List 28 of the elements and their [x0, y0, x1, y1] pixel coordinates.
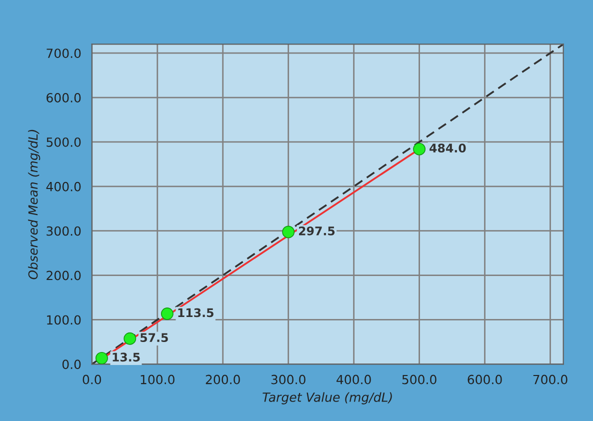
- x-tick-label: 300.0: [271, 374, 306, 384]
- y-tick-label: 100.0: [47, 315, 81, 325]
- x-tick-label: 0.0: [82, 374, 102, 384]
- point: [124, 332, 136, 345]
- data-label: 297.5: [299, 226, 335, 236]
- y-tick-label: 400.0: [46, 182, 81, 192]
- y-tick-label: 700.0: [46, 48, 81, 58]
- y-tick-label: 300.0: [46, 226, 81, 236]
- x-axis-title: Target Value (mg/dL): [262, 392, 392, 404]
- x-tick-label: 100.0: [140, 374, 174, 384]
- x-tick-label: 200.0: [206, 374, 240, 384]
- x-tick-label: 600.0: [468, 374, 502, 384]
- point: [160, 307, 174, 320]
- point: [282, 226, 295, 238]
- y-tick-label: 500.0: [46, 137, 81, 147]
- point: [413, 142, 426, 156]
- y-axis-title: Observed Mean (mg/dL): [28, 130, 40, 280]
- y-tick-label: 600.0: [46, 93, 81, 102]
- data-label: 57.5: [140, 333, 168, 342]
- y-tick-label: 200.0: [46, 270, 81, 280]
- point: [96, 352, 108, 364]
- data-label: 113.5: [178, 308, 214, 318]
- data-label: 13.5: [112, 352, 140, 362]
- x-tick-label: 500.0: [402, 374, 436, 384]
- x-tick-label: 400.0: [336, 374, 371, 384]
- data-label: 484.0: [430, 144, 466, 153]
- y-tick-label: 0.0: [62, 360, 81, 370]
- x-tick-label: 700.0: [533, 374, 568, 384]
